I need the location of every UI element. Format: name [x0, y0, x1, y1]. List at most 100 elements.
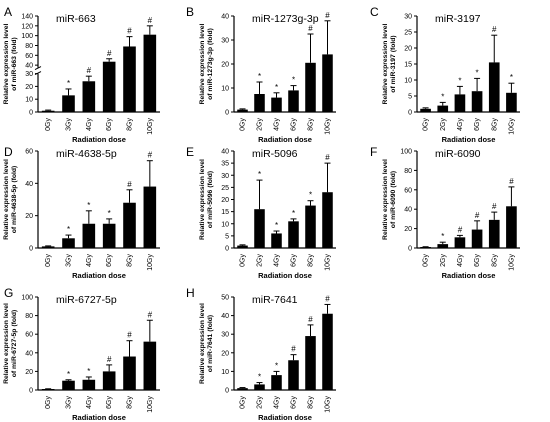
bar [143, 341, 157, 390]
panel-letter: D [4, 145, 13, 159]
y-axis-label: Relative expression levelof miR-1273g-3p… [199, 23, 214, 104]
y-tick-label: 0 [225, 110, 229, 117]
x-axis-label: Radiation dose [258, 413, 312, 422]
significance-marker: # [127, 331, 132, 340]
significance-marker: # [325, 11, 330, 20]
y-tick-label: 10 [404, 78, 412, 85]
chart-title: miR-5096 [252, 148, 298, 160]
x-tick-label: 10Gy [508, 254, 515, 271]
significance-marker: # [308, 24, 313, 33]
y-tick-label: 0 [225, 246, 229, 253]
bar [123, 46, 136, 113]
x-axis-label: Radiation dose [258, 135, 312, 144]
significance-marker: * [458, 76, 461, 85]
y-axis-label-line: of miR-4638-5p (fold) [11, 166, 18, 234]
y-axis-label: Relative expression levelof miR-3197 (fo… [382, 23, 397, 104]
bar [123, 356, 136, 390]
y-tick-label: 5 [225, 233, 229, 240]
bar [271, 375, 282, 390]
significance-marker: * [510, 73, 513, 82]
x-axis-label: Radiation dose [72, 413, 126, 422]
x-tick-label: 6Gy [106, 254, 113, 267]
significance-marker: # [509, 177, 514, 186]
x-tick-label: 2Gy [257, 118, 264, 131]
significance-marker: * [292, 209, 295, 218]
significance-marker: * [87, 201, 90, 210]
y-tick-label: 40 [404, 207, 412, 214]
y-tick-label: 120 [21, 23, 33, 30]
x-tick-label: 10Gy [325, 254, 332, 271]
bar [322, 54, 333, 112]
y-tick-label: 100 [400, 149, 412, 156]
x-tick-label: 8Gy [491, 254, 498, 267]
bar [82, 379, 96, 390]
y-tick-label: 10 [221, 86, 229, 93]
significance-marker: * [258, 72, 261, 81]
x-tick-label: 3Gy [66, 396, 73, 409]
significance-marker: # [148, 151, 153, 160]
panel-letter: E [186, 145, 194, 159]
bar [102, 371, 116, 390]
bar [454, 237, 466, 248]
y-tick-label: 20 [221, 350, 229, 357]
bar [488, 62, 500, 112]
y-tick-label: 20 [25, 369, 33, 376]
bar [123, 202, 136, 248]
x-tick-label: 4Gy [86, 396, 93, 409]
x-tick-label: 2Gy [440, 254, 447, 267]
y-tick-label: 40 [221, 313, 229, 320]
x-tick-label: 8Gy [127, 254, 134, 267]
x-tick-label: 0Gy [45, 118, 52, 131]
x-axis-label: Radiation dose [258, 271, 312, 280]
significance-marker: # [148, 16, 153, 25]
y-tick-label: 40 [25, 350, 33, 357]
x-tick-label: 6Gy [474, 118, 481, 131]
chart-title: miR-6090 [435, 148, 481, 160]
x-tick-label: 4Gy [274, 118, 281, 131]
bar [237, 245, 248, 248]
x-tick-label: 2Gy [257, 396, 264, 409]
bar [506, 92, 517, 112]
significance-marker: # [291, 345, 296, 354]
bar [305, 336, 316, 390]
x-axis-label: Radiation dose [442, 135, 496, 144]
chart-title: miR-1273g-3p [252, 13, 319, 25]
significance-marker: * [258, 170, 261, 179]
significance-marker: * [275, 221, 278, 230]
x-tick-label: 6Gy [474, 254, 481, 267]
y-axis-label-line: Relative expression level [199, 303, 206, 384]
y-tick-label: 60 [25, 149, 33, 156]
x-tick-label: 6Gy [106, 118, 113, 131]
y-tick-label: 0 [408, 246, 412, 253]
x-tick-label: 6Gy [106, 396, 113, 409]
significance-marker: # [325, 153, 330, 162]
bar [254, 384, 265, 390]
y-axis-label-line: of miR-7641 (fold) [207, 315, 214, 372]
y-axis-label-line: of miR-3197 (fold) [390, 35, 397, 92]
significance-marker: # [308, 315, 313, 324]
y-axis-label: Relative expression levelof miR-6727-5p … [3, 303, 18, 384]
axis-break-mark [34, 66, 42, 71]
y-axis-label-line: Relative expression level [3, 23, 10, 104]
y-axis-label-line: Relative expression level [3, 303, 10, 384]
y-axis-label-line: Relative expression level [3, 159, 10, 240]
bar [82, 81, 96, 112]
x-tick-label: 4Gy [274, 396, 281, 409]
bar [237, 109, 248, 112]
significance-marker: * [67, 225, 70, 234]
y-axis-label: Relative expression levelof miR-5096 (fo… [199, 159, 214, 240]
significance-marker: # [148, 310, 153, 319]
bar [288, 90, 299, 112]
x-tick-label: 0Gy [240, 396, 247, 409]
y-tick-label: 30 [25, 71, 33, 78]
x-tick-label: 8Gy [308, 254, 315, 267]
x-tick-label: 4Gy [457, 118, 464, 131]
y-tick-label: 20 [404, 46, 412, 53]
x-tick-label: 10Gy [508, 118, 515, 135]
x-tick-label: 4Gy [86, 254, 93, 267]
chart-title: miR-663 [56, 13, 96, 25]
y-tick-label: 10 [221, 369, 229, 376]
bar [305, 205, 316, 248]
bar [322, 192, 333, 248]
panel-letter: H [186, 286, 195, 300]
